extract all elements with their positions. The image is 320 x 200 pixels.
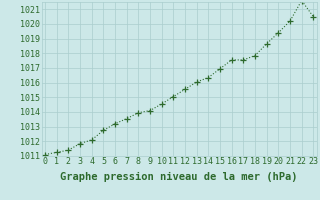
X-axis label: Graphe pression niveau de la mer (hPa): Graphe pression niveau de la mer (hPa)	[60, 172, 298, 182]
